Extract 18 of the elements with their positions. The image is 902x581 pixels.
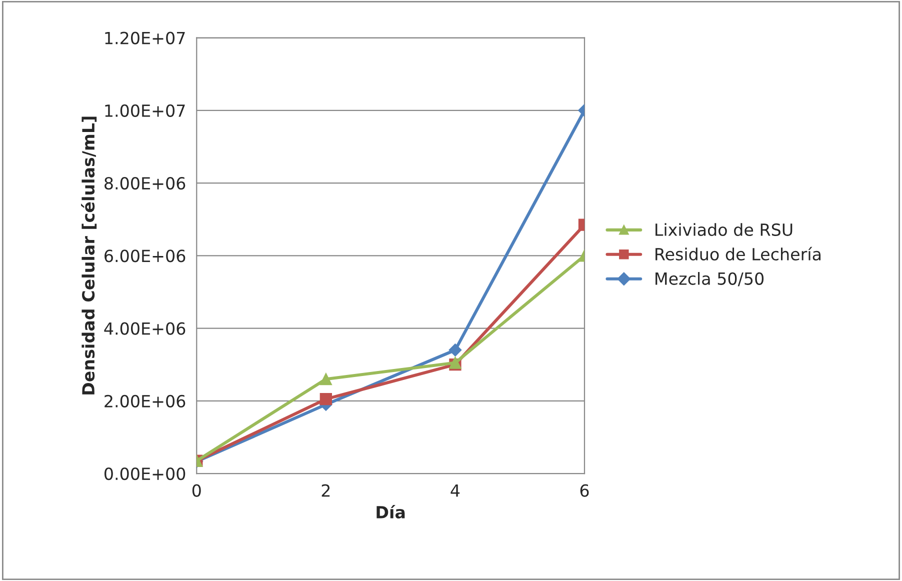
y-tick-label: 8.00E+06 (104, 176, 186, 190)
x-tick-label: 2 (322, 484, 330, 497)
y-axis-title: Densidad Celular [células/mL] (81, 116, 97, 394)
legend-label: Lixiviado de RSU (656, 223, 792, 236)
x-axis-title: Día (376, 504, 405, 519)
y-tick-label: 1.00E+07 (105, 104, 185, 117)
x-tick-label: 6 (580, 484, 589, 497)
y-tick-label: 4.00E+06 (104, 322, 186, 335)
y-tick-label: 1.20E+07 (105, 32, 185, 44)
y-tick-label: 2.00E+06 (104, 394, 186, 408)
legend-label: Residuo de Lechería (656, 246, 820, 260)
point (448, 344, 462, 356)
legend-label: Mezcla 50/50 (656, 272, 764, 286)
x-tick-label: 0 (192, 484, 201, 497)
y-tick-label: 6.00E+06 (104, 250, 186, 262)
y-tick-label: 0.00E+00 (104, 467, 186, 480)
point (320, 393, 332, 406)
x-tick-label: 4 (450, 484, 460, 497)
